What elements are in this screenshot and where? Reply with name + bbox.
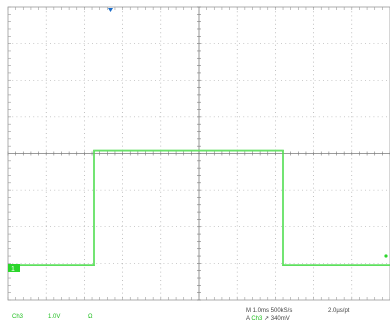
trigger-slope-icon: ↗: [264, 316, 270, 322]
waveform-line-highlight: [8, 150, 390, 266]
trigger-source: Ch3: [251, 316, 263, 322]
trigger-position-marker: [108, 8, 113, 12]
timebase-readout: M 1.0ms 500kS/s: [246, 308, 293, 314]
trigger-level: 340mV: [270, 316, 290, 322]
channel-scale: 1.0V: [48, 314, 61, 320]
screen-markers: 1: [8, 8, 388, 273]
trigger-readout: A Ch3 ↗ 340mV: [246, 316, 290, 323]
graticule: [7, 6, 390, 301]
waveform-trace: [8, 149, 390, 266]
sample-interval-readout: 2.0µs/pt: [328, 308, 350, 314]
trigger-prefix: A: [246, 316, 250, 322]
channel-coupling: Ω: [88, 314, 93, 320]
channel-ground-marker: [8, 264, 20, 272]
channel-label: Ch3: [12, 314, 24, 320]
trigger-level-marker: [384, 254, 388, 258]
channel-ground-marker-label: 1: [11, 266, 15, 273]
